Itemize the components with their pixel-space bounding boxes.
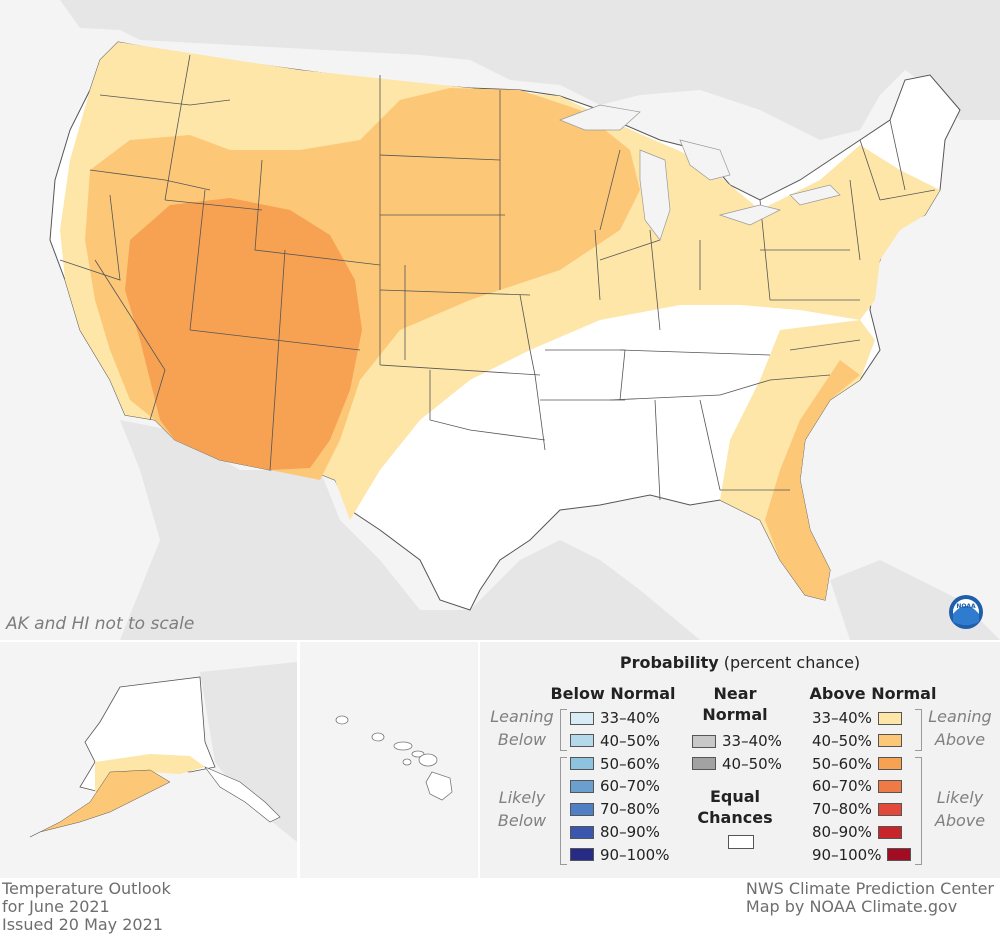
footer-outlook-info: Temperature Outlook for June 2021 Issued… xyxy=(2,880,171,934)
above-normal-item-swatch xyxy=(877,711,902,725)
below-normal-item-label: 33–40% xyxy=(600,709,660,727)
below-normal-item-row: 40–50% xyxy=(570,731,660,751)
below-normal-item-label: 90–100% xyxy=(600,845,670,864)
above-normal-item-label: 50–60% xyxy=(812,754,872,773)
likely-below-label: Likely Below xyxy=(482,786,562,832)
leaning-above-line2: Above xyxy=(934,730,986,749)
canada-land xyxy=(60,0,1000,140)
below-normal-item-label: 60–70% xyxy=(600,777,660,796)
below-normal-item-row: 70–80% xyxy=(570,799,660,819)
above-normal-item-row: 60–70% xyxy=(812,776,902,796)
below-normal-item-label: 50–60% xyxy=(600,754,660,773)
below-normal-item-row: 90–100% xyxy=(570,845,669,865)
near-normal-item-swatch xyxy=(692,734,716,748)
above-normal-item-swatch xyxy=(877,825,902,839)
leaning-above-label: Leaning Above xyxy=(922,705,998,751)
above-normal-item-row: 90–100% xyxy=(812,845,912,865)
likely-below-line2: Below xyxy=(497,811,547,830)
leaning-below-line2: Below xyxy=(497,730,547,749)
footer-source: NWS Climate Prediction Center xyxy=(745,879,994,898)
likely-below-bracket xyxy=(560,757,567,865)
above-normal-item-label: 40–50% xyxy=(812,731,872,750)
great-lakes xyxy=(559,104,841,241)
above-normal-item-label: 90–100% xyxy=(812,845,882,864)
footer-outlook-title: Temperature Outlook xyxy=(2,879,171,898)
above-normal-item-label: 80–90% xyxy=(812,823,872,841)
equal-chances-swatch xyxy=(728,835,754,849)
near-normal-header-line2: Normal xyxy=(702,705,768,724)
above-normal-item-label: 33–40% xyxy=(812,709,872,727)
above-normal-item-swatch xyxy=(877,757,902,771)
leaning-above-bracket xyxy=(915,709,922,751)
legend-title-rest: (percent chance) xyxy=(723,653,861,672)
near-normal-item-label: 33–40% xyxy=(722,732,782,750)
footer-map-credit: Map by NOAA Climate.gov xyxy=(745,897,958,916)
above-normal-item-swatch xyxy=(877,802,902,816)
above-normal-header: Above Normal xyxy=(809,684,937,703)
equal-chances-line2: Chances xyxy=(697,808,773,827)
leaning-below-bracket xyxy=(560,709,567,751)
below-normal-item-swatch xyxy=(570,757,594,771)
footer-credits: NWS Climate Prediction Center Map by NOA… xyxy=(746,880,994,916)
near-normal-item-swatch xyxy=(692,757,716,771)
leaning-below-label: Leaning Below xyxy=(482,705,562,751)
equal-chances-header: Equal Chances xyxy=(690,786,780,828)
noaa-logo-text: NOAA xyxy=(956,603,976,610)
conus-map-graphic: NOAA xyxy=(0,0,1000,640)
near-normal-header: Near Normal xyxy=(690,683,780,725)
likely-above-line1: Likely xyxy=(936,788,984,807)
conus-map: NOAA AK and HI not to scale xyxy=(0,0,1000,640)
above-normal-item-row: 80–90% xyxy=(812,822,902,842)
alaska-inset xyxy=(0,642,297,878)
below-normal-item-row: 80–90% xyxy=(570,822,660,842)
below-normal-item-row: 50–60% xyxy=(570,754,660,774)
below-normal-item-swatch xyxy=(570,734,594,748)
below-normal-item-swatch xyxy=(570,848,594,862)
above-normal-item-row: 40–50% xyxy=(812,731,902,751)
above-normal-item-label: 60–70% xyxy=(812,777,872,796)
alaska-inset-graphic xyxy=(0,642,297,878)
legend-title-bold: Probability xyxy=(619,653,719,672)
below-normal-item-label: 40–50% xyxy=(600,731,660,750)
below-normal-item-swatch xyxy=(570,779,594,793)
above-normal-item-row: 70–80% xyxy=(812,799,902,819)
likely-above-label: Likely Above xyxy=(922,786,998,832)
hawaii-inset xyxy=(300,642,478,878)
leaning-below-line1: Leaning xyxy=(490,707,554,726)
scale-note: AK and HI not to scale xyxy=(6,614,195,634)
below-normal-item-label: 70–80% xyxy=(600,800,660,819)
below-normal-item-row: 60–70% xyxy=(570,776,660,796)
above-normal-item-swatch xyxy=(887,848,912,862)
leaning-above-line1: Leaning xyxy=(928,707,992,726)
mexico-land xyxy=(120,420,700,640)
near-normal-item-row: 40–50% xyxy=(692,754,782,774)
above-normal-item-row: 33–40% xyxy=(812,708,902,728)
below-normal-item-swatch xyxy=(570,711,594,725)
below-normal-item-row: 33–40% xyxy=(570,708,660,728)
hawaii-inset-graphic xyxy=(300,642,478,878)
above-normal-item-row: 50–60% xyxy=(812,754,902,774)
below-normal-item-swatch xyxy=(570,825,594,839)
near-normal-item-label: 40–50% xyxy=(722,754,782,773)
footer-issued-date: Issued 20 May 2021 xyxy=(2,915,163,934)
state-boundaries xyxy=(59,54,936,501)
below-normal-header: Below Normal xyxy=(550,684,676,703)
likely-above-bracket xyxy=(915,757,922,865)
legend: Probability (percent chance) Below Norma… xyxy=(480,642,1000,878)
legend-title: Probability (percent chance) xyxy=(480,653,1000,672)
likely-below-line1: Likely xyxy=(498,788,546,807)
near-normal-item-row: 33–40% xyxy=(692,731,782,751)
above-normal-item-label: 70–80% xyxy=(812,800,872,819)
below-normal-item-swatch xyxy=(570,802,594,816)
equal-chances-line1: Equal xyxy=(709,787,761,806)
likely-above-line2: Above xyxy=(934,811,986,830)
above-normal-item-swatch xyxy=(877,734,902,748)
above-normal-item-swatch xyxy=(877,779,902,793)
footer-outlook-period: for June 2021 xyxy=(2,897,110,916)
near-normal-header-line1: Near xyxy=(713,684,757,703)
noaa-logo: NOAA xyxy=(949,595,983,629)
below-normal-item-label: 80–90% xyxy=(600,823,660,841)
